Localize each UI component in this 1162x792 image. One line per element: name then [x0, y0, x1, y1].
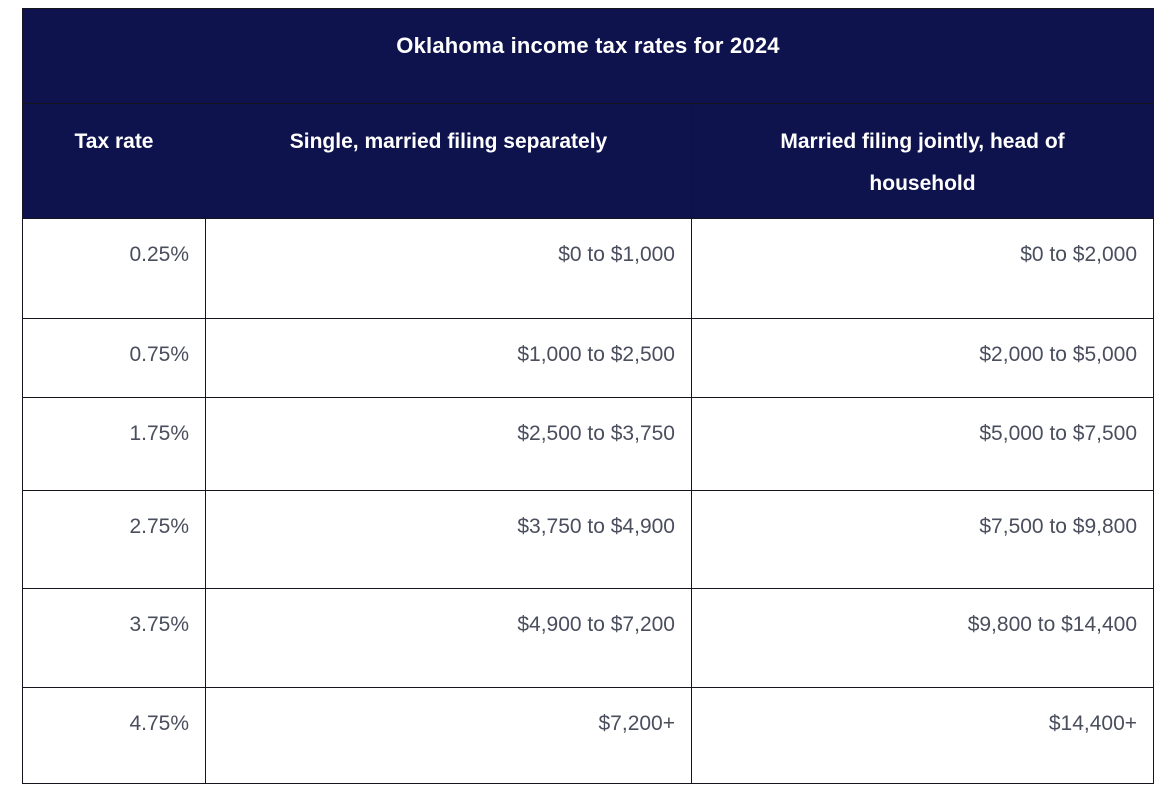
- tax-rate-cell: 0.75%: [22, 318, 206, 398]
- single-range-cell: $1,000 to $2,500: [205, 318, 692, 398]
- oklahoma-tax-rate-table: Oklahoma income tax rates for 2024 Tax r…: [21, 8, 1155, 784]
- joint-range-cell: $2,000 to $5,000: [690, 318, 1155, 398]
- single-range-cell: $0 to $1,000: [205, 218, 692, 319]
- column-header-tax-rate: Tax rate: [22, 103, 206, 219]
- single-range-cell: $7,200+: [205, 687, 692, 784]
- joint-range-cell: $0 to $2,000: [690, 218, 1155, 319]
- table-row: 0.75% $1,000 to $2,500 $2,000 to $5,000: [22, 318, 1155, 398]
- table-row: 2.75% $3,750 to $4,900 $7,500 to $9,800: [22, 490, 1155, 589]
- column-header-joint: Married filing jointly, head of househol…: [690, 103, 1155, 219]
- tax-rate-cell: 4.75%: [22, 687, 206, 784]
- joint-range-cell: $9,800 to $14,400: [690, 588, 1155, 688]
- table-header-row: Tax rate Single, married filing separate…: [22, 103, 1155, 219]
- joint-range-cell: $14,400+: [690, 687, 1155, 784]
- tax-rate-cell: 3.75%: [22, 588, 206, 688]
- table-title: Oklahoma income tax rates for 2024: [21, 8, 1155, 104]
- tax-rate-cell: 0.25%: [22, 218, 206, 319]
- table-title-row: Oklahoma income tax rates for 2024: [21, 8, 1155, 104]
- tax-rate-cell: 2.75%: [22, 490, 206, 589]
- table-row: 1.75% $2,500 to $3,750 $5,000 to $7,500: [22, 397, 1155, 491]
- tax-rate-cell: 1.75%: [22, 397, 206, 491]
- column-header-single: Single, married filing separately: [205, 103, 692, 219]
- table-row: 3.75% $4,900 to $7,200 $9,800 to $14,400: [22, 588, 1155, 688]
- single-range-cell: $2,500 to $3,750: [205, 397, 692, 491]
- joint-range-cell: $5,000 to $7,500: [690, 397, 1155, 491]
- single-range-cell: $4,900 to $7,200: [205, 588, 692, 688]
- tax-rate-table-container: Oklahoma income tax rates for 2024 Tax r…: [21, 8, 1155, 784]
- joint-range-cell: $7,500 to $9,800: [690, 490, 1155, 589]
- table-row: 4.75% $7,200+ $14,400+: [22, 687, 1155, 784]
- single-range-cell: $3,750 to $4,900: [205, 490, 692, 589]
- table-row: 0.25% $0 to $1,000 $0 to $2,000: [22, 218, 1155, 319]
